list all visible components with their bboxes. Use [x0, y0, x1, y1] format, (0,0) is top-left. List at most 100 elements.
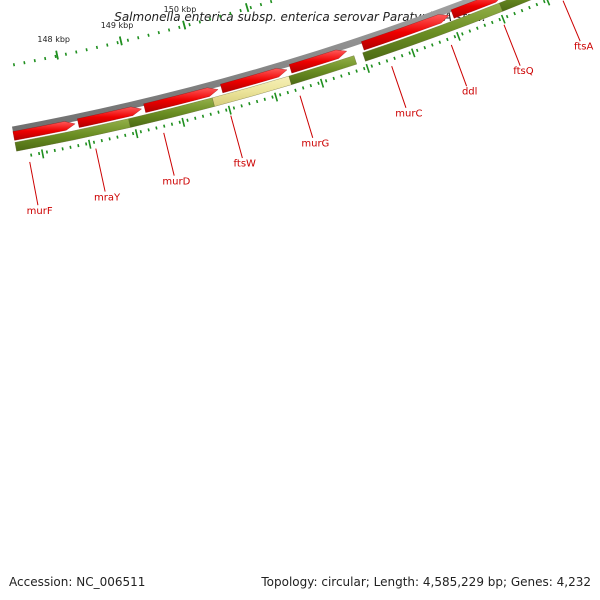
outer-dot	[209, 112, 212, 116]
inner-dot	[126, 38, 130, 42]
outer-dot	[476, 26, 479, 30]
functional-segment[interactable]	[499, 0, 557, 12]
inner-dot	[229, 11, 232, 16]
functional-segment[interactable]	[288, 55, 357, 85]
outer-dot	[385, 59, 389, 63]
genome-title: Salmonella enterica subsp. enterica sero…	[114, 10, 486, 24]
gene-leader-line	[562, 0, 581, 42]
outer-dot	[124, 133, 127, 137]
cds-arrow[interactable]	[450, 0, 504, 19]
outer-tick	[365, 63, 370, 73]
outer-dot	[468, 29, 472, 33]
outer-tick	[456, 31, 461, 41]
outer-dot	[263, 97, 266, 101]
outer-dot	[461, 32, 464, 36]
inner-dot	[249, 5, 252, 10]
outer-dot	[332, 76, 335, 81]
outer-dot	[178, 120, 181, 124]
outer-dot	[490, 20, 494, 25]
outer-dot	[271, 95, 274, 99]
gene-label-ddl[interactable]: ddl	[462, 87, 477, 98]
outer-dot	[340, 74, 343, 78]
gene-leader-line	[391, 66, 407, 108]
outer-dot	[542, 0, 546, 4]
outer-dot	[240, 104, 243, 108]
gene-label-ftsW[interactable]: ftsW	[234, 159, 256, 170]
backbone-layer	[11, 0, 483, 134]
outer-dot	[92, 140, 96, 144]
inner-dot	[75, 50, 78, 54]
gene-label-murC[interactable]: murC	[395, 108, 422, 119]
outer-dot	[155, 126, 158, 130]
outer-tick	[181, 117, 186, 127]
outer-dot	[163, 124, 166, 128]
gene-leader-line	[503, 24, 521, 66]
outer-dot	[170, 122, 174, 126]
gene-leader-line	[29, 161, 39, 206]
outer-dot	[446, 37, 449, 42]
outer-tick	[319, 78, 325, 88]
gene-label-murD[interactable]: murD	[162, 176, 190, 187]
cds-arrow[interactable]	[288, 49, 348, 74]
outer-dot	[317, 81, 320, 85]
inner-dot	[95, 45, 99, 50]
outer-dot	[38, 151, 41, 156]
functional-class-layer	[14, 0, 557, 152]
outer-dot	[147, 128, 150, 132]
outer-dot	[498, 17, 502, 22]
kbp-tick	[182, 20, 187, 30]
cds-arrow[interactable]	[220, 68, 288, 94]
gene-label-ftsQ[interactable]: ftsQ	[513, 66, 533, 77]
kbp-tick-label: 150 kbp	[164, 5, 197, 14]
inner-dot	[54, 54, 57, 59]
outer-dot	[301, 86, 305, 90]
outer-dot	[116, 135, 119, 139]
genome-backbone	[11, 0, 483, 134]
gene-label-murF[interactable]: murF	[27, 206, 53, 217]
outer-tick	[40, 149, 45, 159]
outer-dot	[528, 5, 531, 10]
outer-tick	[227, 105, 232, 115]
outer-dot	[100, 138, 103, 143]
outer-dot	[535, 2, 539, 7]
outer-dot	[438, 40, 442, 44]
inner-dot	[64, 52, 68, 56]
outer-dot	[45, 150, 49, 154]
accession-text: Accession: NC_006511	[9, 575, 146, 589]
outer-dot	[520, 8, 524, 13]
outer-dot	[61, 147, 64, 151]
topology-text: Topology: circular; Length: 4,585,229 bp…	[261, 575, 591, 589]
outer-dot	[355, 69, 358, 73]
outer-dot	[309, 83, 313, 88]
gene-leader-line	[163, 132, 175, 176]
inner-dot	[239, 8, 242, 13]
cds-arrow[interactable]	[361, 14, 450, 51]
gene-label-murG[interactable]: murG	[301, 138, 329, 149]
inner-dot	[85, 48, 88, 52]
inner-dot	[116, 41, 119, 45]
gene-label-mraY[interactable]: mraY	[94, 192, 121, 203]
outer-dot	[393, 56, 396, 60]
outer-dot	[139, 130, 142, 134]
outer-dot	[400, 54, 404, 58]
outer-dot	[225, 108, 228, 112]
inner-dot	[106, 43, 109, 47]
outer-tick	[410, 48, 416, 58]
inner-dot	[147, 33, 150, 37]
inner-dot	[219, 14, 222, 18]
gene-label-ftsA[interactable]: ftsA	[574, 42, 593, 53]
inner-dot	[23, 61, 26, 65]
outer-dot	[294, 88, 297, 92]
outer-dot	[30, 153, 33, 157]
outer-dot	[324, 79, 328, 83]
inner-dot	[259, 2, 263, 7]
outer-tick	[87, 139, 92, 149]
outer-dot	[286, 90, 290, 95]
cds-arrow[interactable]	[12, 121, 76, 141]
inner-dot	[208, 17, 212, 21]
gene-label-layer: murF mraY murD ftsW murG murC ddl ftsQ ftsA	[27, 0, 593, 217]
cds-arrow[interactable]	[77, 106, 142, 128]
cds-arrow[interactable]	[143, 87, 219, 113]
